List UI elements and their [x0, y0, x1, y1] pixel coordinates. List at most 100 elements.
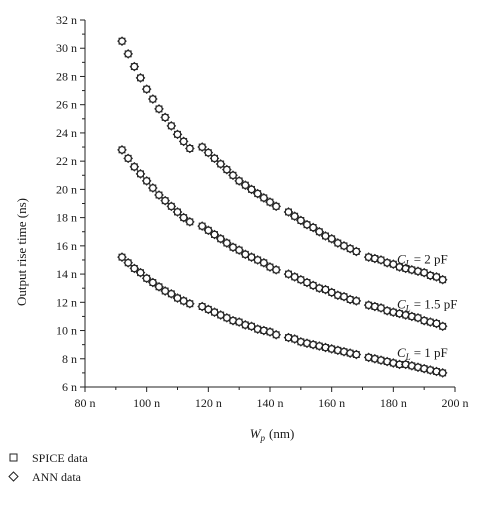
ann-point [295, 274, 306, 285]
spice-point [260, 194, 268, 202]
spice-point [241, 181, 249, 189]
ann-point [332, 238, 343, 248]
spice-point [118, 146, 126, 154]
y-tick-label: 12 n [56, 295, 77, 309]
ann-point [160, 112, 171, 123]
ann-point [413, 312, 423, 323]
spice-point [439, 369, 447, 377]
x-tick-label: 160 n [318, 396, 345, 410]
ann-point [129, 161, 140, 172]
curve-label: CL = 2 pF [397, 252, 448, 269]
ann-point [221, 238, 232, 248]
spice-point [118, 253, 126, 261]
series-1 [117, 145, 448, 332]
ann-point [129, 263, 140, 274]
ann-point [178, 212, 189, 223]
spice-point [204, 149, 212, 157]
spice-point [211, 154, 218, 162]
spice-point [155, 283, 163, 291]
curve-label-symbol: C [397, 296, 406, 311]
spice-point [167, 202, 175, 210]
spice-point [118, 37, 126, 45]
ann-point [135, 73, 146, 83]
y-tick-label: 26 n [56, 98, 77, 112]
ann-point [215, 233, 226, 244]
spice-point [328, 235, 336, 243]
ann-point [265, 327, 275, 337]
x-axis-title-sub: p [260, 433, 266, 443]
ann-point [203, 147, 214, 158]
legend-square-marker [9, 453, 18, 462]
spice-point [155, 105, 163, 113]
series-2 [117, 252, 448, 378]
ann-point [283, 269, 294, 279]
curve-label-symbol: C [397, 345, 406, 360]
spice-point [266, 198, 274, 206]
ann-point [431, 318, 442, 329]
y-tick-label: 10 n [56, 324, 77, 338]
spice-point [285, 208, 292, 216]
spice-point [186, 144, 194, 152]
spice-point [137, 170, 144, 178]
y-axis-title: Output rise time (ns) [14, 198, 29, 306]
ann-point [172, 293, 183, 303]
ann-point [135, 169, 146, 179]
ann-point [271, 265, 282, 275]
spice-point [235, 246, 243, 254]
ann-point [351, 349, 362, 360]
spice-point [124, 154, 132, 162]
ann-point [221, 312, 232, 323]
y-tick-label: 32 n [56, 13, 77, 27]
ann-point [197, 142, 208, 152]
ann-point [351, 246, 362, 257]
ann-point [320, 231, 331, 241]
ann-point [431, 272, 442, 282]
ann-point [234, 317, 245, 327]
ann-point [221, 164, 232, 175]
ann-point [178, 136, 189, 147]
legend: SPICE data ANN data [8, 451, 88, 484]
ann-point [129, 61, 140, 72]
spice-point [223, 239, 231, 247]
ann-point [203, 225, 214, 236]
ann-point [419, 267, 430, 278]
ann-point [437, 321, 448, 332]
ann-point [339, 241, 349, 251]
spice-point [149, 95, 157, 103]
spice-point [174, 130, 181, 138]
y-tick-label: 28 n [56, 69, 77, 83]
spice-point [254, 190, 262, 198]
x-tick-label: 100 n [133, 396, 160, 410]
curve-label-sub: L [405, 303, 411, 313]
legend-diamond-marker [8, 471, 19, 482]
spice-point [204, 226, 212, 234]
spice-point [352, 248, 360, 255]
ann-point [184, 217, 195, 227]
legend-item-spice: SPICE data [9, 451, 88, 465]
ann-point [141, 273, 152, 284]
spice-point [143, 274, 151, 282]
spice-point [352, 351, 360, 358]
spice-point [217, 235, 225, 243]
spice-point [211, 231, 218, 239]
spice-point [248, 185, 255, 193]
ann-point [154, 104, 164, 114]
series-0 [117, 36, 448, 285]
ann-point [166, 201, 177, 212]
spice-point [272, 202, 280, 210]
spice-point [229, 171, 237, 179]
curve-label-sub: L [405, 259, 411, 269]
ann-point [437, 274, 448, 285]
ann-point [271, 201, 282, 212]
ann-point [166, 121, 177, 131]
ann-point [178, 296, 189, 306]
x-tick-label: 80 n [75, 396, 96, 410]
data-points [117, 36, 448, 378]
ann-point [172, 129, 183, 140]
spice-point [439, 276, 447, 284]
ann-point [437, 368, 448, 378]
y-tick-label: 18 n [56, 211, 77, 225]
spice-point [149, 279, 157, 286]
y-tick-label: 6 n [62, 380, 77, 394]
